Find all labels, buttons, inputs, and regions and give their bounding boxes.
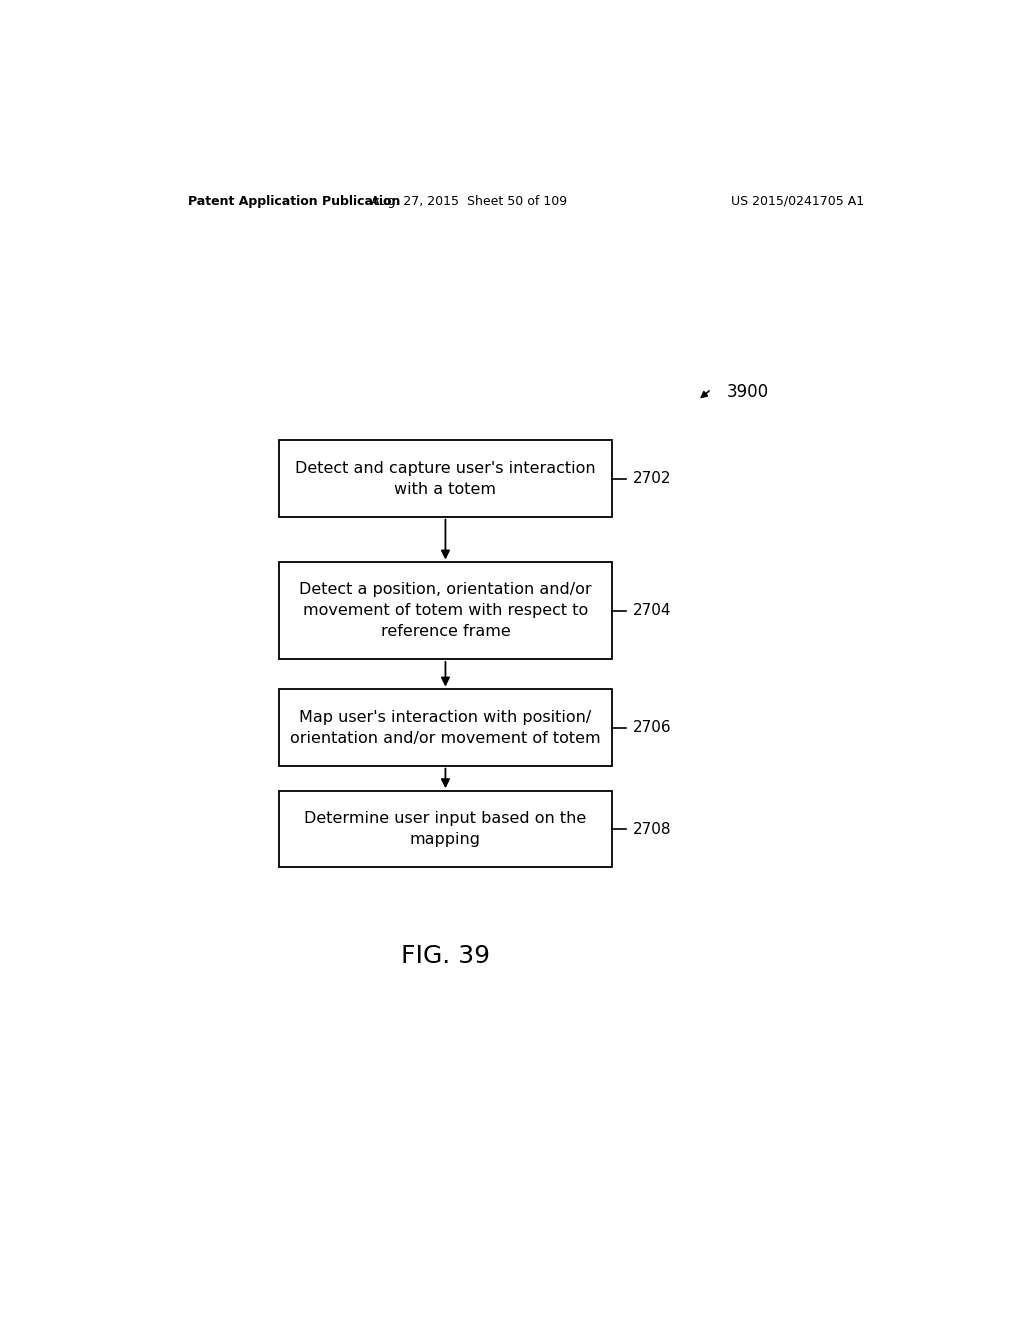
Bar	[279, 441, 612, 516]
Text: Map user's interaction with position/
orientation and/or movement of totem: Map user's interaction with position/ or…	[290, 710, 601, 746]
Bar	[279, 689, 612, 766]
Text: Patent Application Publication: Patent Application Publication	[187, 194, 400, 207]
Text: FIG. 39: FIG. 39	[401, 944, 489, 969]
Text: Detect and capture user's interaction
with a totem: Detect and capture user's interaction wi…	[295, 461, 596, 496]
Text: Detect a position, orientation and/or
movement of totem with respect to
referenc: Detect a position, orientation and/or mo…	[299, 582, 592, 639]
Bar	[279, 562, 612, 659]
Text: 2706: 2706	[633, 721, 672, 735]
Text: 2702: 2702	[633, 471, 671, 486]
Text: 3900: 3900	[727, 383, 769, 401]
Text: 2708: 2708	[633, 822, 671, 837]
Text: Aug. 27, 2015  Sheet 50 of 109: Aug. 27, 2015 Sheet 50 of 109	[371, 194, 567, 207]
Text: US 2015/0241705 A1: US 2015/0241705 A1	[731, 194, 864, 207]
Text: Determine user input based on the
mapping: Determine user input based on the mappin…	[304, 812, 587, 847]
Text: 2704: 2704	[633, 603, 671, 618]
Bar	[279, 791, 612, 867]
